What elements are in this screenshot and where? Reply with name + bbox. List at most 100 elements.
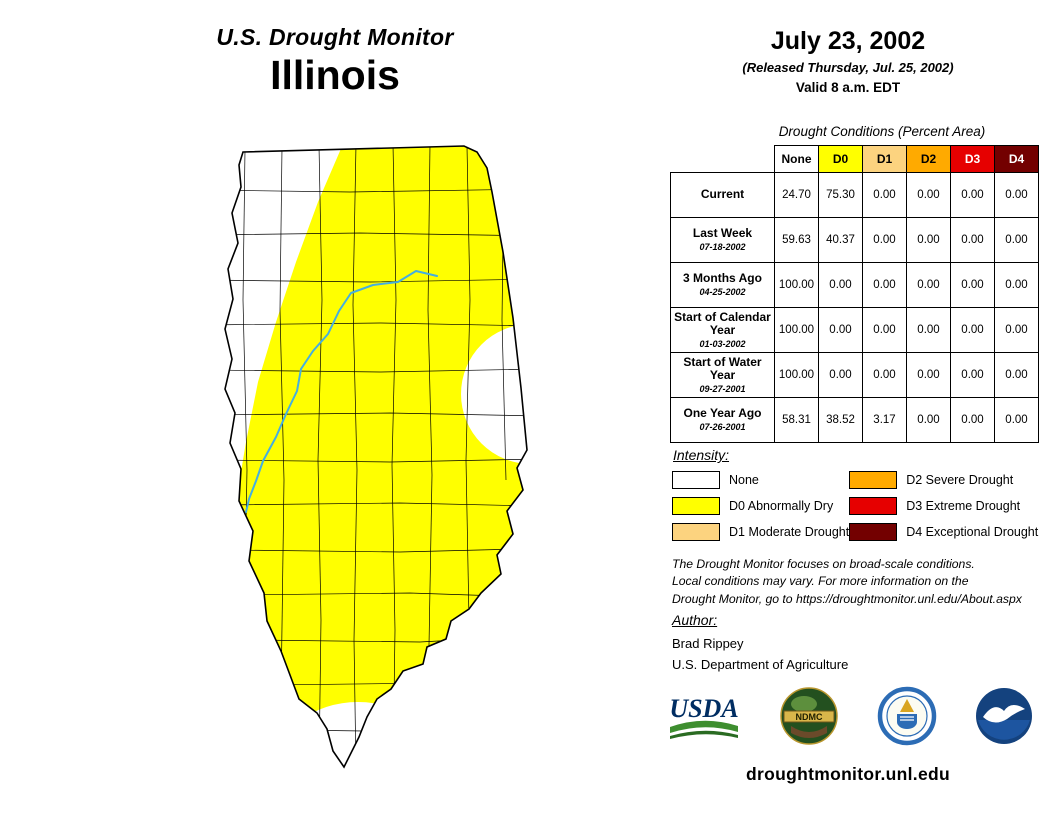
value-cell: 100.00	[774, 352, 819, 398]
value-cell: 0.00	[994, 352, 1039, 398]
author-heading: Author:	[672, 612, 718, 628]
row-label: Start of Water Year 09-27-2001	[670, 352, 775, 398]
legend-swatch-d3	[849, 497, 898, 515]
value-cell: 40.37	[818, 217, 863, 263]
intensity-legend: None D0 Abnormally Dry D1 Moderate Droug…	[672, 467, 1038, 545]
value-cell: 0.00	[818, 262, 863, 308]
noaa-logo-icon	[975, 688, 1032, 744]
author-organization: U.S. Department of Agriculture	[672, 657, 849, 672]
column-header-none: None	[774, 145, 819, 173]
product-title: U.S. Drought Monitor	[216, 24, 454, 50]
value-cell: 0.00	[950, 262, 995, 308]
ndmc-logo-icon: NDMC	[780, 687, 839, 745]
legend-column-left: None D0 Abnormally Dry D1 Moderate Droug…	[672, 467, 849, 545]
footer-url: droughtmonitor.unl.edu	[746, 764, 950, 784]
intensity-heading: Intensity:	[673, 447, 730, 463]
row-label: Last Week 07-18-2002	[670, 217, 775, 263]
row-label: One Year Ago 07-26-2001	[670, 397, 775, 443]
column-header-d2: D2	[906, 145, 951, 173]
corner-cell	[671, 146, 775, 173]
row-label: Start of Calendar Year 01-03-2002	[670, 307, 775, 353]
value-cell: 0.00	[862, 262, 907, 308]
region-title: Illinois	[270, 52, 400, 98]
value-cell: 0.00	[906, 397, 951, 443]
row-date: 01-03-2002	[699, 339, 746, 350]
d0-region	[225, 146, 527, 767]
legend-swatch-d2	[849, 471, 898, 489]
disclaimer-text: The Drought Monitor focuses on broad-sca…	[672, 557, 1022, 606]
legend-column-right: D2 Severe Drought D3 Extreme Drought D4 …	[849, 467, 1038, 545]
legend-item-d1: D1 Moderate Drought	[672, 519, 849, 545]
value-cell: 0.00	[906, 262, 951, 308]
value-cell: 38.52	[818, 397, 863, 443]
legend-swatch-d4	[849, 523, 898, 541]
valid-time: Valid 8 a.m. EDT	[795, 80, 901, 95]
usda-logo-icon: USDA	[669, 694, 739, 739]
row-date: 09-27-2001	[699, 384, 746, 395]
row-label: Current	[670, 172, 775, 218]
value-cell: 0.00	[950, 217, 995, 263]
value-cell: 0.00	[994, 307, 1039, 353]
value-cell: 0.00	[862, 307, 907, 353]
illinois-river	[245, 270, 438, 513]
value-cell: 0.00	[950, 307, 995, 353]
value-cell: 75.30	[818, 172, 863, 218]
svg-text:NDMC: NDMC	[796, 712, 823, 722]
legend-item-none: None	[672, 467, 849, 493]
commerce-seal-icon	[877, 686, 936, 746]
map-date: July 23, 2002	[770, 27, 926, 55]
value-cell: 0.00	[906, 352, 951, 398]
value-cell: 0.00	[906, 172, 951, 218]
legend-item-d0: D0 Abnormally Dry	[672, 493, 849, 519]
column-header-d3: D3	[950, 145, 995, 173]
value-cell: 0.00	[994, 217, 1039, 263]
column-header-d1: D1	[862, 145, 907, 173]
column-header-d0: D0	[818, 145, 863, 173]
value-cell: 0.00	[862, 352, 907, 398]
row-date: 07-18-2002	[699, 242, 746, 253]
table-row-current: Current 24.70 75.30 0.00 0.00 0.00 0.00	[670, 172, 1039, 218]
column-header-d4: D4	[994, 145, 1039, 173]
legend-item-d2: D2 Severe Drought	[849, 467, 1038, 493]
value-cell: 0.00	[994, 397, 1039, 443]
value-cell: 0.00	[950, 172, 995, 218]
legend-item-d3: D3 Extreme Drought	[849, 493, 1038, 519]
value-cell: 0.00	[862, 172, 907, 218]
illinois-map	[224, 145, 528, 769]
value-cell: 3.17	[862, 397, 907, 443]
none-region-northwest	[225, 146, 343, 544]
value-cell: 0.00	[818, 352, 863, 398]
row-date: 07-26-2001	[699, 422, 746, 433]
drought-conditions-table: None D0 D1 D2 D3 D4 Current 24.70 75.30 …	[670, 145, 1039, 443]
table-row-one-year-ago: One Year Ago 07-26-2001 58.31 38.52 3.17 …	[670, 397, 1039, 443]
value-cell: 0.00	[994, 262, 1039, 308]
table-row-last-week: Last Week 07-18-2002 59.63 40.37 0.00 0.0…	[670, 217, 1039, 263]
none-region-south	[276, 702, 440, 767]
author-name: Brad Rippey	[672, 636, 744, 651]
table-row-start-of-calendar-year: Start of Calendar Year 01-03-2002 100.00 …	[670, 307, 1039, 353]
value-cell: 24.70	[774, 172, 819, 218]
legend-item-d4: D4 Exceptional Drought	[849, 519, 1038, 545]
none-region-east	[461, 324, 527, 464]
value-cell: 0.00	[818, 307, 863, 353]
value-cell: 0.00	[950, 397, 995, 443]
report-header: U.S. Drought Monitor Illinois	[72, 24, 598, 99]
release-date: (Released Thursday, Jul. 25, 2002)	[742, 60, 954, 75]
legend-swatch-d0	[672, 497, 720, 515]
date-block: July 23, 2002 (Released Thursday, Jul. 2…	[664, 27, 1032, 95]
table-row-3-months-ago: 3 Months Ago 04-25-2002 100.00 0.00 0.00 …	[670, 262, 1039, 308]
row-label: 3 Months Ago 04-25-2002	[670, 262, 775, 308]
value-cell: 0.00	[862, 217, 907, 263]
legend-swatch-d1	[672, 523, 720, 541]
author-block: Author: Brad Rippey U.S. Department of A…	[672, 612, 848, 672]
value-cell: 100.00	[774, 262, 819, 308]
value-cell: 59.63	[774, 217, 819, 263]
svg-text:USDA: USDA	[669, 694, 738, 723]
table-caption: Drought Conditions (Percent Area)	[778, 124, 986, 139]
table-header-row: None D0 D1 D2 D3 D4	[671, 145, 1039, 173]
value-cell: 0.00	[994, 172, 1039, 218]
value-cell: 0.00	[906, 307, 951, 353]
agency-logos: USDA NDMC	[666, 686, 1034, 746]
table-row-start-of-water-year: Start of Water Year 09-27-2001 100.00 0.0…	[670, 352, 1039, 398]
value-cell: 100.00	[774, 307, 819, 353]
